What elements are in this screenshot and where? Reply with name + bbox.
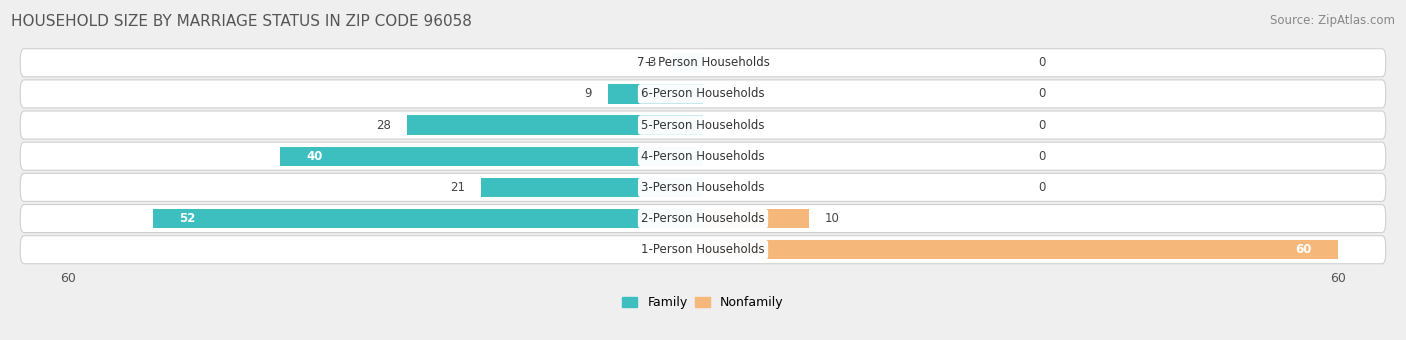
Bar — [406, 115, 703, 135]
Text: 10: 10 — [825, 212, 839, 225]
FancyBboxPatch shape — [20, 142, 1386, 170]
Text: 21: 21 — [450, 181, 465, 194]
Bar — [671, 53, 703, 72]
Text: 7+ Person Households: 7+ Person Households — [637, 56, 769, 69]
Bar — [703, 209, 808, 228]
FancyBboxPatch shape — [20, 80, 1386, 108]
Text: 3: 3 — [648, 56, 655, 69]
Text: 0: 0 — [1038, 181, 1046, 194]
Text: 3-Person Households: 3-Person Households — [641, 181, 765, 194]
Text: 0: 0 — [1038, 150, 1046, 163]
Text: 40: 40 — [307, 150, 322, 163]
Text: 0: 0 — [1038, 119, 1046, 132]
Bar — [607, 84, 703, 104]
Text: 5-Person Households: 5-Person Households — [641, 119, 765, 132]
Bar — [153, 209, 703, 228]
Legend: Family, Nonfamily: Family, Nonfamily — [623, 296, 783, 309]
Text: 0: 0 — [1038, 87, 1046, 100]
FancyBboxPatch shape — [20, 173, 1386, 201]
FancyBboxPatch shape — [20, 49, 1386, 77]
Text: 9: 9 — [585, 87, 592, 100]
Text: HOUSEHOLD SIZE BY MARRIAGE STATUS IN ZIP CODE 96058: HOUSEHOLD SIZE BY MARRIAGE STATUS IN ZIP… — [11, 14, 472, 29]
FancyBboxPatch shape — [20, 205, 1386, 233]
Text: Source: ZipAtlas.com: Source: ZipAtlas.com — [1270, 14, 1395, 27]
Text: 52: 52 — [179, 212, 195, 225]
Bar — [703, 240, 1339, 259]
Text: 4-Person Households: 4-Person Households — [641, 150, 765, 163]
FancyBboxPatch shape — [20, 236, 1386, 264]
FancyBboxPatch shape — [20, 111, 1386, 139]
Text: 60: 60 — [1295, 243, 1312, 256]
Text: 28: 28 — [375, 119, 391, 132]
Text: 1-Person Households: 1-Person Households — [641, 243, 765, 256]
Text: 0: 0 — [1038, 56, 1046, 69]
Text: 6-Person Households: 6-Person Households — [641, 87, 765, 100]
Bar — [280, 147, 703, 166]
Bar — [481, 178, 703, 197]
Text: 2-Person Households: 2-Person Households — [641, 212, 765, 225]
